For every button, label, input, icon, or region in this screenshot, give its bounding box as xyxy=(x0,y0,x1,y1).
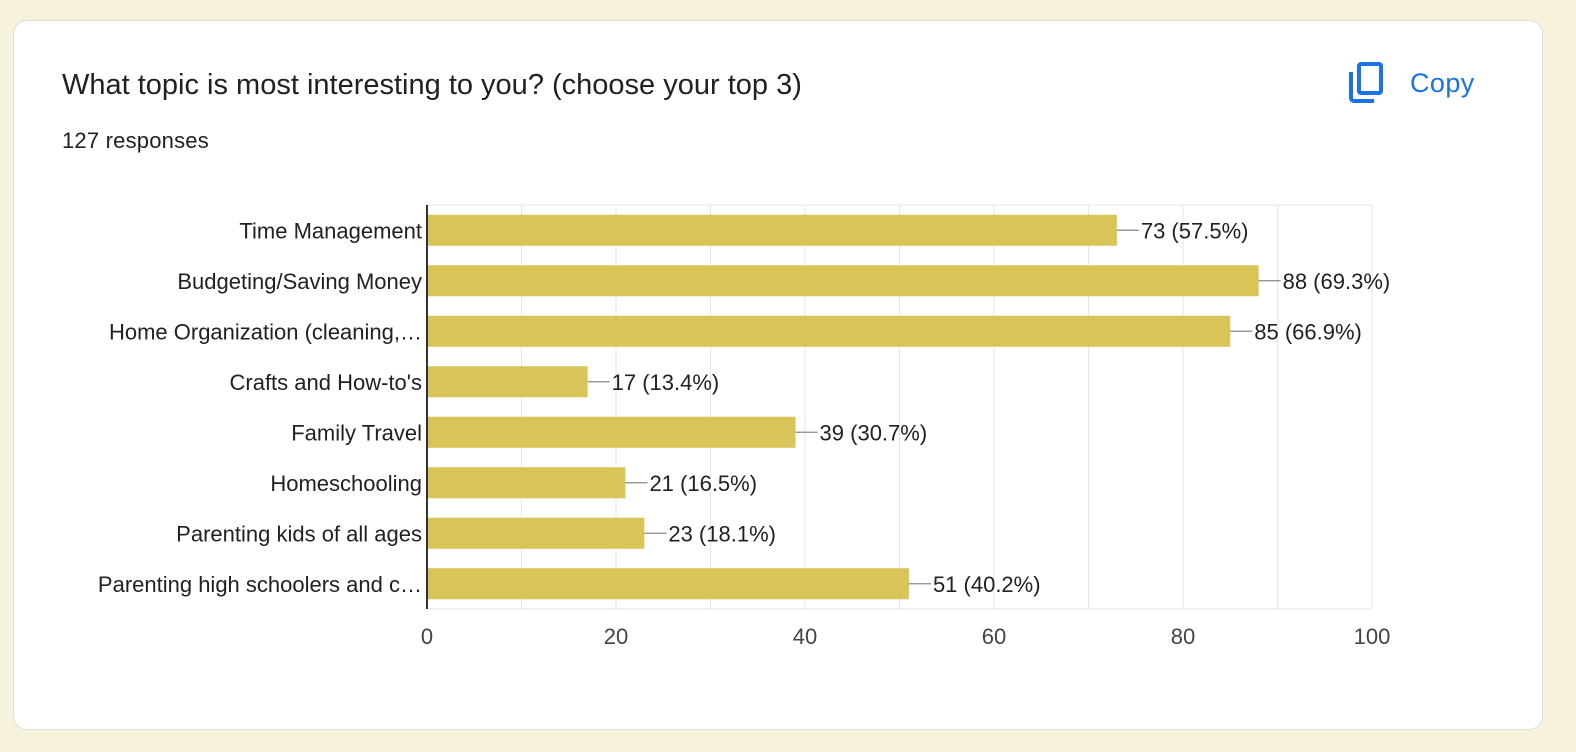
bar xyxy=(427,214,1117,246)
bar xyxy=(427,265,1259,297)
category-label: Family Travel xyxy=(291,420,422,445)
copy-button[interactable]: Copy xyxy=(1348,61,1475,105)
data-label: 88 (69.3%) xyxy=(1283,269,1391,294)
data-label: 39 (30.7%) xyxy=(820,420,928,445)
response-count: 127 responses xyxy=(62,128,209,153)
category-label: Homeschooling xyxy=(270,471,422,496)
x-tick-label: 80 xyxy=(1171,624,1195,649)
bar xyxy=(427,467,626,499)
x-tick-label: 0 xyxy=(421,624,433,649)
bar xyxy=(427,517,645,549)
data-label: 21 (16.5%) xyxy=(649,471,757,496)
bar xyxy=(427,416,796,448)
data-label: 23 (18.1%) xyxy=(668,521,776,546)
bar xyxy=(427,568,909,600)
x-tick-label: 20 xyxy=(604,624,628,649)
copy-icon xyxy=(1349,62,1383,103)
question-title: What topic is most interesting to you? (… xyxy=(62,69,802,101)
bar xyxy=(427,366,588,398)
category-label: Budgeting/Saving Money xyxy=(177,269,422,294)
copy-label: Copy xyxy=(1410,67,1475,98)
category-label: Parenting high schoolers and c… xyxy=(98,572,422,597)
bar xyxy=(427,315,1231,347)
data-label: 17 (13.4%) xyxy=(612,370,720,395)
data-label: 73 (57.5%) xyxy=(1141,218,1249,243)
x-tick-label: 60 xyxy=(982,624,1006,649)
category-label: Crafts and How-to's xyxy=(230,370,423,395)
category-label: Home Organization (cleaning,… xyxy=(109,319,422,344)
category-label: Parenting kids of all ages xyxy=(176,521,422,546)
x-tick-label: 40 xyxy=(793,624,817,649)
data-label: 51 (40.2%) xyxy=(933,572,1041,597)
x-tick-label: 100 xyxy=(1354,624,1391,649)
category-label: Time Management xyxy=(239,218,422,243)
question-card: What topic is most interesting to you? (… xyxy=(13,20,1543,730)
data-label: 85 (66.9%) xyxy=(1254,319,1362,344)
